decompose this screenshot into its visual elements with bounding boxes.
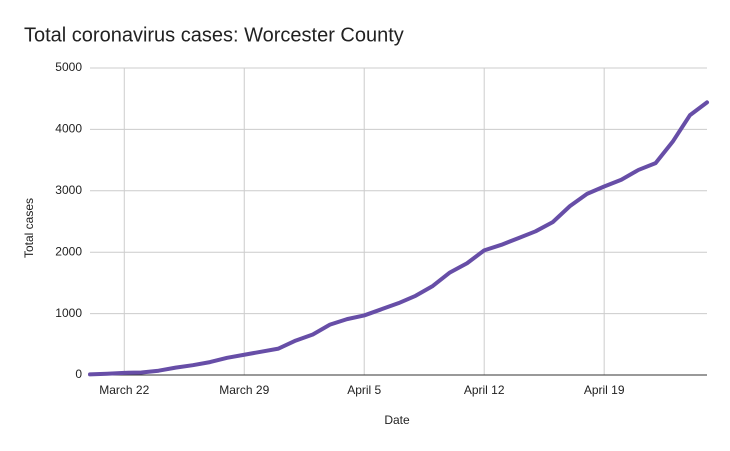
chart-title: Total coronavirus cases: Worcester Count… [24,24,404,46]
x-tick-label: April 19 [584,383,625,397]
x-tick-label: April 5 [347,383,381,397]
data-line [88,100,709,377]
x-tick-label: April 12 [464,383,505,397]
y-tick-label: 2000 [55,244,82,258]
y-tick-label: 1000 [55,306,82,320]
y-tick-label: 3000 [55,183,82,197]
x-tick-label: March 22 [99,383,149,397]
x-tick-label: March 29 [219,383,269,397]
y-tick-label: 0 [75,367,82,381]
x-axis-title: Date [384,413,410,427]
y-tick-label: 5000 [55,60,82,74]
y-axis-title: Total cases [22,198,36,258]
y-tick-label: 4000 [55,122,82,136]
